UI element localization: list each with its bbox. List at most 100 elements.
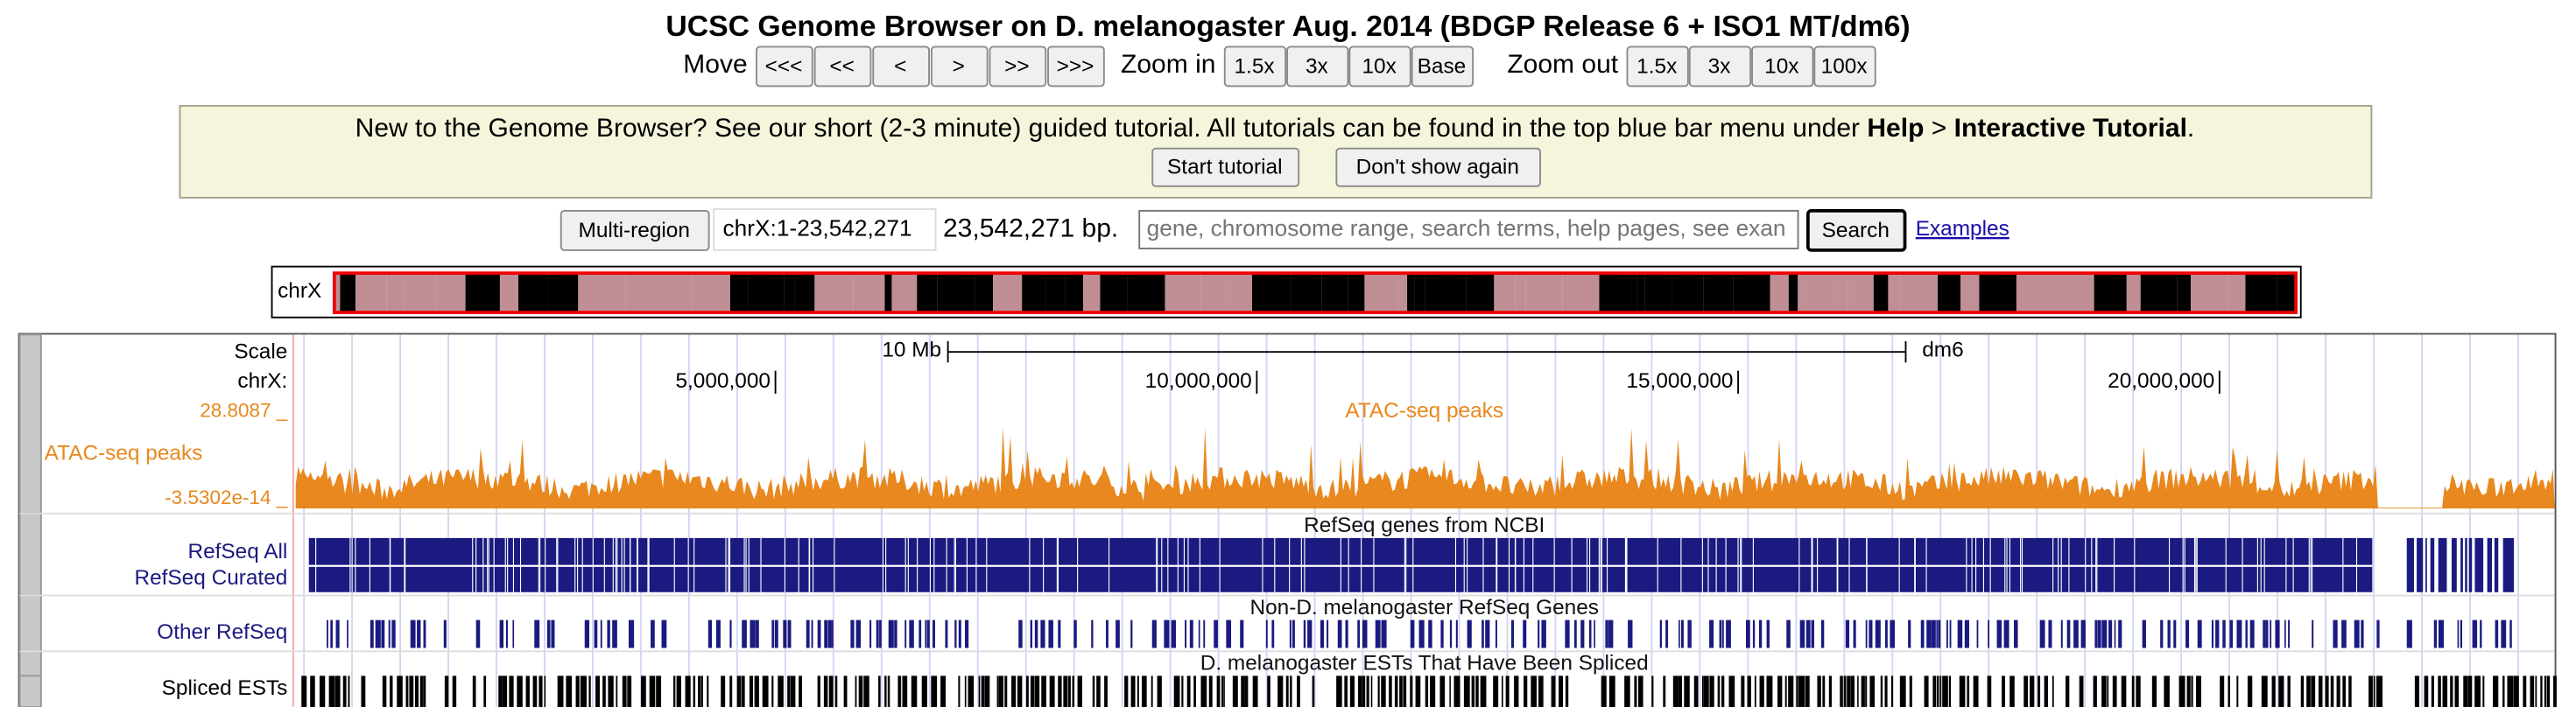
button-label[interactable]: Start tutorial [1167,156,1282,179]
band [1200,274,1229,312]
feature [2249,620,2255,648]
feature [2438,676,2441,707]
button-label[interactable]: Search [1822,219,1890,242]
button[interactable]: 3x [1286,46,1349,88]
feature [2263,620,2266,648]
button[interactable]: 100x [1813,46,1876,88]
feature [1141,676,1147,707]
button-label[interactable]: <<< [765,54,803,78]
band [1873,274,1889,312]
button-frame[interactable] [560,209,710,251]
button-label[interactable]: < [894,54,906,78]
feature [607,620,610,648]
feature [1942,676,1948,707]
button-frame[interactable] [1688,46,1752,88]
button[interactable]: >>> [1047,46,1105,88]
button-label[interactable]: 1.5x [1636,54,1677,78]
est-title: D. melanogaster ESTs That Have Been Spli… [1200,652,1649,676]
button-frame[interactable] [756,46,813,88]
feature [771,620,775,648]
band [814,274,854,312]
button[interactable]: 10x [1751,46,1814,88]
button-label[interactable]: 1.5x [1234,54,1274,78]
button-frame[interactable] [1348,46,1411,88]
feature [897,676,902,707]
feature [1277,676,1284,707]
button[interactable]: Multi-region [560,209,710,251]
feature [1091,620,1094,648]
button[interactable]: 3x [1688,46,1752,88]
feature [2467,676,2473,707]
button-label[interactable]: 10x [1362,54,1396,78]
button-frame[interactable] [1626,46,1689,88]
feature [787,620,792,648]
feature [1759,676,1764,707]
button[interactable]: 1.5x [1223,46,1287,88]
feature [1240,620,1244,648]
button-frame[interactable] [872,46,930,88]
feature [1203,620,1206,648]
feature [2465,537,2467,592]
feature [1847,676,1851,707]
band [2094,274,2127,312]
button-label[interactable]: > [953,54,965,78]
button[interactable]: > [930,46,989,88]
feature [1822,676,1826,707]
button-label[interactable]: << [829,54,854,78]
button-label[interactable]: 100x [1821,54,1868,78]
button[interactable]: Start tutorial [1151,147,1300,187]
button-frame[interactable] [813,46,872,88]
feature [2501,620,2507,648]
button-frame[interactable] [1411,46,1475,88]
button-frame[interactable] [989,46,1047,88]
feature [2278,676,2284,707]
band [1228,274,1253,312]
button[interactable]: <<< [756,46,813,88]
band [1100,274,1128,312]
button[interactable]: Base [1411,46,1475,88]
button[interactable]: Don't show again [1335,147,1541,187]
band [1631,274,1637,312]
button-frame[interactable] [1813,46,1876,88]
feature [1721,676,1725,707]
button[interactable]: 1.5x [1626,46,1689,88]
feature [410,620,416,648]
feature [2245,620,2248,648]
button-frame[interactable] [1286,46,1349,88]
button-frame[interactable] [1047,46,1105,88]
button[interactable]: >> [989,46,1047,88]
button-label[interactable]: 3x [1306,54,1328,78]
button-frame[interactable] [1223,46,1287,88]
button-label[interactable]: 10x [1764,54,1798,78]
feature [1381,620,1387,648]
button-frame[interactable] [1335,147,1541,187]
band [917,274,938,312]
button[interactable]: << [813,46,872,88]
feature [2553,676,2557,707]
button-frame[interactable] [1751,46,1814,88]
feature [1634,676,1637,707]
band [692,274,730,312]
button-frame[interactable] [1151,147,1300,187]
button-label[interactable]: 3x [1708,54,1731,78]
feature [544,676,546,707]
feature [2368,676,2373,707]
button-label[interactable]: >>> [1057,54,1094,78]
atac-min: -3.5302e-14 _ [165,486,288,508]
button-label[interactable]: Multi-region [579,219,690,242]
button[interactable]: 10x [1348,46,1411,88]
feature [498,676,503,707]
button-label[interactable]: >> [1004,54,1029,78]
button[interactable]: Search [1805,209,1907,252]
button-frame[interactable] [930,46,989,88]
feature [1605,620,1608,648]
button-label[interactable]: Don't show again [1356,156,1519,179]
examples-link[interactable]: Examples [1916,217,2009,241]
button-frame[interactable] [1805,209,1907,252]
band [2245,274,2277,312]
button-label[interactable]: Base [1418,54,1467,78]
feature [783,620,787,648]
button[interactable]: < [872,46,930,88]
search-input[interactable] [1138,209,1799,249]
